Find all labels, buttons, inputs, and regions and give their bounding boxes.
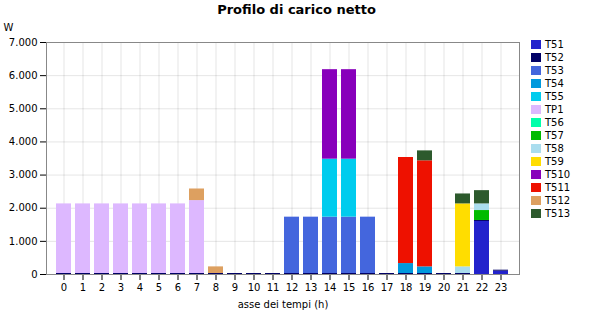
svg-text:0: 0: [61, 282, 67, 293]
svg-text:7.000: 7.000: [9, 37, 38, 48]
svg-text:11: 11: [267, 282, 280, 293]
svg-text:8: 8: [213, 282, 219, 293]
svg-text:12: 12: [286, 282, 299, 293]
svg-text:4.000: 4.000: [9, 136, 38, 147]
svg-text:W: W: [4, 22, 14, 33]
html-text:T52: T52: [545, 52, 564, 63]
svg-text:23: 23: [495, 282, 508, 293]
svg-text:15: 15: [343, 282, 356, 293]
svg-text:2: 2: [99, 282, 105, 293]
html-text:T55: T55: [545, 91, 564, 102]
svg-text:21: 21: [457, 282, 470, 293]
svg-text:6: 6: [175, 282, 181, 293]
svg-text:17: 17: [381, 282, 394, 293]
svg-text:20: 20: [438, 282, 451, 293]
html-text:T57: T57: [545, 130, 564, 141]
svg-text:16: 16: [362, 282, 375, 293]
svg-text:4: 4: [137, 282, 143, 293]
svg-text:10: 10: [248, 282, 261, 293]
html-text:TP1: TP1: [545, 104, 564, 115]
svg-text:5.000: 5.000: [9, 103, 38, 114]
svg-text:19: 19: [419, 282, 432, 293]
svg-text:3: 3: [118, 282, 124, 293]
html-text:T54: T54: [545, 78, 564, 89]
svg-text:3.000: 3.000: [9, 169, 38, 180]
html-text:T59: T59: [545, 156, 564, 167]
svg-text:22: 22: [476, 282, 489, 293]
html-text:T51: T51: [545, 39, 564, 50]
html-text:T513: T513: [545, 208, 571, 219]
html-text:T53: T53: [545, 65, 564, 76]
svg-text:1.000: 1.000: [9, 236, 38, 247]
html-text:T510: T510: [545, 169, 571, 180]
svg-text:2.000: 2.000: [9, 202, 38, 213]
svg-text:9: 9: [232, 282, 238, 293]
svg-text:7: 7: [194, 282, 200, 293]
html-text:T56: T56: [545, 117, 564, 128]
svg-text:1: 1: [80, 282, 86, 293]
html-text:T511: T511: [545, 182, 571, 193]
svg-text:13: 13: [305, 282, 318, 293]
html-text:T512: T512: [545, 195, 571, 206]
svg-text:0: 0: [31, 269, 37, 280]
svg-text:14: 14: [324, 282, 337, 293]
svg-text:asse dei tempi (h): asse dei tempi (h): [238, 299, 329, 310]
svg-text:5: 5: [156, 282, 162, 293]
html-text:T58: T58: [545, 143, 564, 154]
svg-text:18: 18: [400, 282, 413, 293]
html-text:Profilo di carico netto: Profilo di carico netto: [217, 2, 376, 17]
svg-text:6.000: 6.000: [9, 70, 38, 81]
